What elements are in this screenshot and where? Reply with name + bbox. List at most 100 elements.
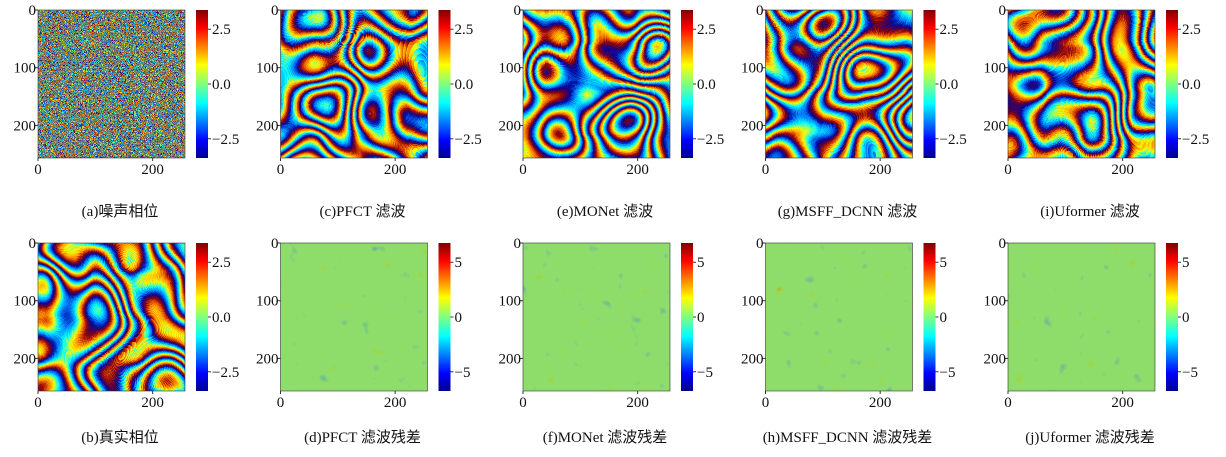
colorbar (196, 10, 208, 158)
x-tick-label: 200 (626, 162, 649, 178)
x-tick-label: 200 (141, 395, 164, 411)
colorbar (438, 243, 451, 391)
x-tick-label: 0 (1004, 395, 1012, 411)
panel: 0 100 200 0 200 2.5 0.0 −2.5 (b)真实相位 (14, 236, 240, 446)
panel: 0 100 200 0 200 5 0 −5 (j)Uformer 滤波残差 (984, 236, 1198, 446)
phase-image (38, 243, 185, 391)
caption: (a)噪声相位 (82, 202, 159, 220)
colorbar-tick-label: 2.5 (212, 22, 231, 38)
colorbar (1166, 243, 1178, 391)
panel: 0 100 200 0 200 5 0 −5 (d)PFCT 滤波残差 (256, 236, 470, 446)
image-frame (37, 242, 186, 392)
colorbar-tick-label: 2.5 (212, 255, 231, 271)
image-frame (522, 242, 671, 392)
image-frame (765, 9, 913, 159)
y-tick-label: 200 (499, 118, 522, 134)
caption: (b)真实相位 (81, 428, 159, 446)
colorbar (923, 10, 936, 158)
image-frame (280, 9, 428, 159)
colorbar-tick-label: 0.0 (212, 77, 231, 93)
caption: (j)Uformer 滤波残差 (1025, 429, 1155, 446)
panel: 0 100 200 0 200 5 0 −5 (h)MSFF_DCNN 滤波残差 (741, 236, 955, 446)
colorbar-tick-label: 2.5 (1182, 22, 1201, 38)
y-tick-label: 0 (999, 236, 1007, 252)
x-tick-label: 0 (34, 395, 42, 411)
y-tick-label: 0 (29, 236, 37, 252)
colorbar-tick-label: 2.5 (940, 22, 959, 38)
phase-image (38, 10, 185, 158)
y-tick-label: 200 (14, 118, 37, 134)
phase-image (280, 10, 428, 158)
y-tick-label: 100 (741, 294, 764, 310)
x-tick-label: 200 (141, 162, 164, 178)
colorbar (196, 243, 208, 391)
x-tick-label: 0 (277, 395, 285, 411)
y-tick-label: 200 (741, 351, 764, 367)
colorbar-tick-label: −5 (1182, 365, 1198, 381)
colorbar-tick-label: −2.5 (1182, 132, 1209, 148)
colorbar (681, 243, 693, 391)
colorbar (1166, 10, 1178, 158)
colorbar (923, 243, 936, 391)
x-tick-label: 0 (519, 162, 527, 178)
y-tick-label: 100 (499, 294, 522, 310)
y-tick-label: 200 (14, 351, 37, 367)
y-tick-label: 0 (271, 3, 279, 19)
phase-image (765, 243, 913, 391)
colorbar-tick-label: −2.5 (212, 365, 239, 381)
y-tick-label: 200 (499, 351, 522, 367)
panel: 0 100 200 0 200 2.5 0.0 −2.5 (e)MONet 滤波 (499, 3, 725, 220)
phase-image (765, 10, 913, 158)
x-tick-label: 200 (626, 395, 649, 411)
y-tick-label: 0 (514, 236, 522, 252)
colorbar-tick-label: 0.0 (212, 310, 231, 326)
y-tick-label: 200 (256, 351, 279, 367)
y-tick-label: 200 (256, 118, 279, 134)
panel: 0 100 200 0 200 5 0 −5 (f)MONet 滤波残差 (499, 236, 713, 446)
y-tick-label: 100 (984, 61, 1007, 77)
x-tick-label: 0 (519, 395, 527, 411)
y-tick-label: 100 (14, 61, 37, 77)
x-tick-label: 0 (277, 162, 285, 178)
y-tick-label: 0 (29, 3, 37, 19)
colorbar (438, 10, 451, 158)
colorbar-tick-label: 0.0 (1182, 77, 1201, 93)
y-tick-label: 100 (14, 294, 37, 310)
phase-image (523, 243, 670, 391)
y-tick-label: 100 (256, 61, 279, 77)
x-tick-label: 0 (34, 162, 42, 178)
phase-image (280, 243, 428, 391)
y-tick-label: 100 (984, 294, 1007, 310)
colorbar-tick-label: −2.5 (455, 132, 482, 148)
x-tick-label: 200 (384, 395, 407, 411)
y-tick-label: 0 (271, 236, 279, 252)
colorbar-tick-label: 0 (940, 310, 948, 326)
caption: (g)MSFF_DCNN 滤波 (778, 203, 918, 220)
colorbar-tick-label: 0 (697, 310, 705, 326)
y-tick-label: 200 (984, 351, 1007, 367)
panel: 0 100 200 0 200 2.5 0.0 −2.5 (a)噪声相位 (14, 3, 240, 220)
phase-image (1008, 10, 1155, 158)
x-tick-label: 0 (762, 162, 770, 178)
colorbar-tick-label: −2.5 (940, 132, 967, 148)
x-tick-label: 200 (384, 162, 407, 178)
image-frame (37, 9, 186, 159)
image-frame (1007, 9, 1156, 159)
x-tick-label: 0 (762, 395, 770, 411)
colorbar-tick-label: −5 (455, 365, 471, 381)
caption: (i)Uformer 滤波 (1040, 203, 1140, 220)
y-tick-label: 200 (741, 118, 764, 134)
colorbar-tick-label: 0 (455, 310, 463, 326)
y-tick-label: 0 (756, 236, 764, 252)
panel: 0 100 200 0 200 2.5 0.0 −2.5 (g)MSFF_DCNN 滤波 (741, 3, 967, 220)
colorbar-tick-label: 5 (940, 255, 948, 271)
y-tick-label: 0 (514, 3, 522, 19)
colorbar-tick-label: 5 (455, 255, 463, 271)
image-frame (765, 242, 913, 392)
x-tick-label: 200 (869, 162, 892, 178)
y-tick-label: 100 (499, 61, 522, 77)
x-tick-label: 200 (1111, 162, 1134, 178)
colorbar (681, 10, 693, 158)
